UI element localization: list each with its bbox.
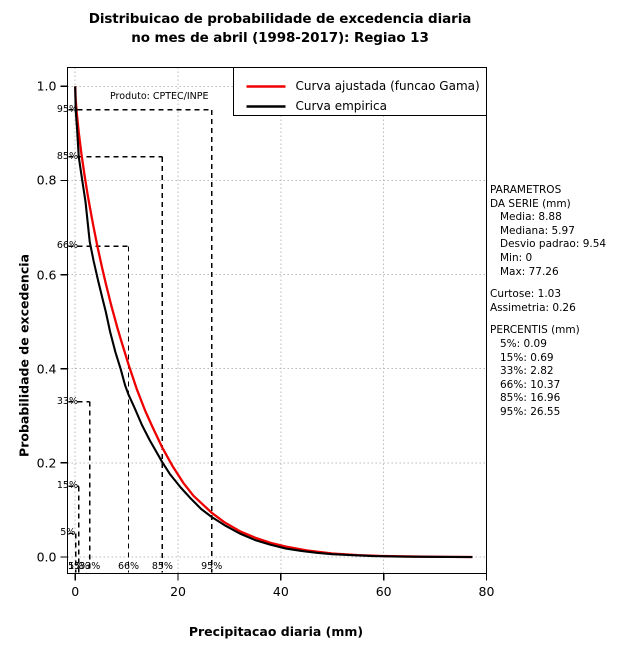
percentile-guide-lines [68, 109, 213, 573]
percentile-label-bottom: 66% [117, 560, 140, 572]
percentil-item: 15%: 0.69 [500, 351, 554, 364]
percentile-label-bottom: 95% [201, 560, 223, 572]
plot-border [66, 66, 488, 575]
percentil-item: 33%: 2.82 [500, 365, 554, 378]
params-header-line-2: DA SERIE (mm) [490, 197, 571, 210]
percentile-label-left: 15% [56, 480, 79, 492]
percentile-label-bottom: 85% [151, 560, 173, 572]
legend-label-2: Curva empirica [295, 98, 387, 113]
percentile-label-left: 33% [56, 395, 79, 407]
produto-watermark: Produto: CPTEC/INPE [110, 91, 209, 102]
param-item: Media: 8.88 [500, 211, 562, 224]
statistics-sidebar: PARAMETROS DA SERIE (mm) Media: 8.88 Median… [490, 184, 606, 420]
moment-item: Assimetria: 0.26 [490, 301, 576, 314]
title-line-1: Distribuicao de probabilidade de exceden… [88, 11, 472, 27]
y-tick-label: 0.6 [36, 267, 57, 283]
grid-lines [67, 67, 487, 574]
param-item: Max: 77.26 [500, 265, 559, 278]
x-tick-label: 40 [272, 583, 289, 599]
percentil-item: 5%: 0.09 [500, 337, 547, 350]
params-header-line-1: PARAMETROS [490, 184, 562, 196]
y-tick-label: 0.8 [36, 172, 57, 188]
percentile-label-bottom: 15% [68, 560, 90, 572]
percentile-label-bottom: 33% [79, 560, 101, 572]
percentil-item: 95%: 26.55 [500, 405, 561, 418]
x-axis-label: Precipitacao diaria (mm) [188, 624, 364, 639]
spacer [490, 315, 606, 324]
spacer [490, 279, 606, 288]
percentile-label-left: 95% [56, 103, 79, 115]
title-line-2: no mes de abril (1998-2017): Regiao 13 [131, 30, 429, 46]
param-item: Desvio padrao: 9.54 [500, 238, 607, 251]
percentile-label-bottom: 5% [68, 560, 84, 572]
legend [232, 66, 488, 117]
percentile-label-left: 85% [56, 150, 79, 162]
x-tick-label: 20 [170, 583, 186, 599]
y-tick-label: 1.0 [36, 78, 57, 94]
x-tick-label: 60 [375, 583, 392, 599]
y-tick-label: 0.4 [36, 361, 57, 377]
axis-ticks [60, 85, 488, 581]
series-line-1 [74, 86, 473, 559]
param-item: Mediana: 5.97 [500, 224, 575, 237]
moment-item: Curtose: 1.03 [490, 288, 562, 301]
axis-frame [66, 66, 488, 575]
percentile-label-left: 66% [56, 240, 79, 252]
y-tick-label: 0.2 [36, 455, 57, 471]
y-tick-label: 0.0 [36, 549, 57, 565]
percentile-label-left: 5% [60, 527, 76, 539]
x-tick-label: 0 [71, 583, 80, 599]
data-series [74, 86, 473, 559]
y-axis-label: Probabilidade de excedencia [16, 254, 32, 457]
percentil-item: 85%: 16.96 [500, 392, 561, 405]
series-line-2 [74, 86, 473, 559]
percentil-item: 66%: 10.37 [500, 378, 561, 391]
percentis-header: PERCENTIS (mm) [490, 324, 580, 337]
page-title: Distribuicao de probabilidade de exceden… [0, 10, 560, 48]
param-item: Min: 0 [500, 251, 533, 264]
legend-label-1: Curva ajustada (funcao Gama) [295, 78, 480, 93]
x-tick-label: 80 [478, 583, 495, 599]
